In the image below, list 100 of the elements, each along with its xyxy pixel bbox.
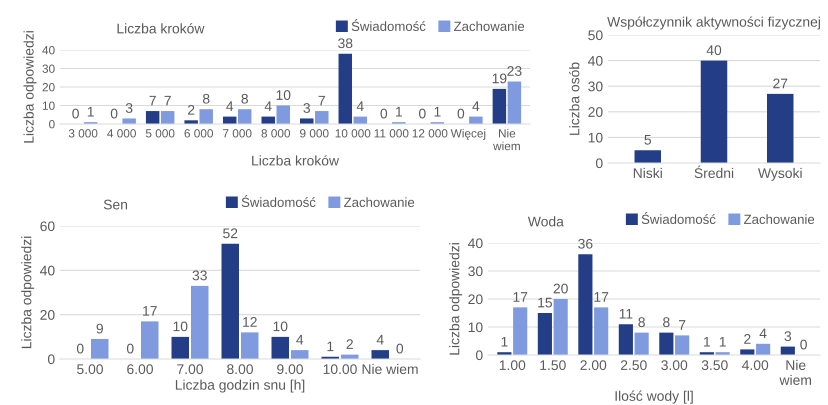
data-label: 7 [164, 96, 171, 106]
data-label: 0 [72, 108, 79, 118]
bar [261, 116, 275, 124]
data-label: 3 [126, 103, 132, 113]
data-label: 11 [620, 308, 632, 319]
bar [659, 332, 674, 355]
data-label: 36 [578, 238, 592, 249]
x-tick-label: Średni [694, 165, 734, 178]
bar [372, 350, 389, 359]
bar [469, 116, 483, 124]
bar [276, 106, 290, 124]
data-label: 4 [472, 101, 480, 111]
y-axis-title: Liczba osób [569, 62, 580, 135]
x-axis-title: Liczba kroków [252, 155, 340, 166]
data-label: 0 [380, 108, 388, 118]
y-tick-label: 40 [42, 46, 55, 54]
bar [513, 307, 528, 355]
y-axis-title: Liczba odpowiedzi [24, 31, 36, 143]
x-tick-label: 7 000 [223, 129, 252, 138]
x-tick-label: 3.50 [702, 360, 728, 370]
x-tick-label: 8 000 [261, 129, 290, 138]
data-label: 5 [644, 134, 652, 145]
data-label: 4 [226, 101, 234, 111]
data-label: 7 [150, 96, 156, 106]
data-label: 15 [538, 298, 552, 308]
x-tick-label: 8.00 [227, 364, 253, 374]
x-tick-label: 2.50 [620, 360, 647, 370]
bar [199, 109, 213, 124]
bar [122, 118, 136, 124]
x-tick-label: 1.50 [540, 360, 566, 370]
data-label: 1 [396, 106, 402, 116]
data-label: 8 [638, 317, 645, 328]
data-label: 2 [744, 334, 750, 344]
data-label: 1 [88, 106, 94, 116]
y-tick-label: 30 [42, 64, 55, 73]
data-label: 40 [706, 45, 722, 56]
bar [700, 60, 728, 163]
bar [767, 94, 794, 163]
legend-label: Zachowanie [344, 197, 414, 208]
y-tick-label: 30 [468, 266, 483, 276]
bar [300, 118, 314, 124]
bar [554, 299, 568, 355]
y-axis-title: Liczba odpowiedzi [21, 236, 34, 348]
bar [91, 339, 108, 359]
bar [222, 116, 236, 124]
legend-label: Zachowanie [454, 21, 524, 32]
y-tick-label: 10 [42, 102, 55, 110]
x-tick-label: 5.00 [77, 364, 103, 374]
data-label: 0 [800, 340, 807, 350]
bar [538, 313, 552, 355]
data-label: 8 [663, 317, 670, 328]
chart-title: Sen [104, 200, 128, 210]
x-tick-label: 4 000 [107, 129, 136, 138]
bar [756, 344, 770, 355]
data-label: 23 [507, 66, 522, 76]
bar [780, 346, 795, 355]
data-label: 8 [202, 94, 210, 104]
data-label: 17 [143, 306, 157, 316]
y-tick-label: 60 [40, 221, 55, 232]
bar [160, 111, 174, 124]
y-tick-label: 20 [42, 83, 55, 92]
bar [338, 54, 352, 124]
x-axis-title: Liczba godzin snu [h] [176, 380, 304, 393]
data-label: 4 [264, 101, 272, 111]
data-label: 4 [296, 334, 304, 344]
bar [141, 321, 158, 359]
x-tick-label: 5 000 [146, 129, 174, 138]
chart-title: Liczba kroków [118, 23, 204, 34]
x-tick-label: 10 000 [336, 129, 370, 138]
y-tick-label: 40 [468, 238, 483, 248]
data-label: 2 [188, 104, 194, 115]
x-tick-label: 6 000 [184, 129, 213, 138]
x-tick-label: 3 000 [68, 129, 98, 138]
bar [618, 324, 633, 355]
y-tick-label: 0 [49, 120, 55, 128]
data-label: 27 [773, 78, 788, 88]
x-tick-label: Nie wiem [362, 364, 418, 374]
data-label: 7 [678, 320, 686, 330]
legend-label: Zachowanie [744, 214, 814, 224]
x-tick-label: 12 000 [412, 129, 448, 138]
y-tick-label: 0 [476, 350, 483, 360]
x-tick-label: Niski [634, 168, 662, 178]
x-axis-title: Ilość wody [l] [616, 390, 693, 404]
data-label: 1 [502, 336, 508, 347]
data-label: 4 [760, 328, 767, 338]
data-label: 12 [243, 317, 257, 327]
bar [146, 111, 160, 124]
x-tick-label: 6.00 [127, 364, 153, 374]
bar [634, 332, 649, 355]
bar [222, 244, 239, 359]
data-label: 10 [274, 321, 288, 332]
bar [315, 111, 329, 124]
data-label: 4 [376, 334, 384, 344]
y-tick-label: 0 [596, 158, 603, 168]
x-tick-label: 9 000 [300, 129, 329, 138]
legend-label: Świadomość [642, 212, 716, 224]
data-label: 20 [554, 284, 568, 294]
bar [578, 254, 592, 355]
x-tick-label: Nie wiem [493, 128, 520, 150]
legend-label: Świadomość [242, 195, 316, 208]
